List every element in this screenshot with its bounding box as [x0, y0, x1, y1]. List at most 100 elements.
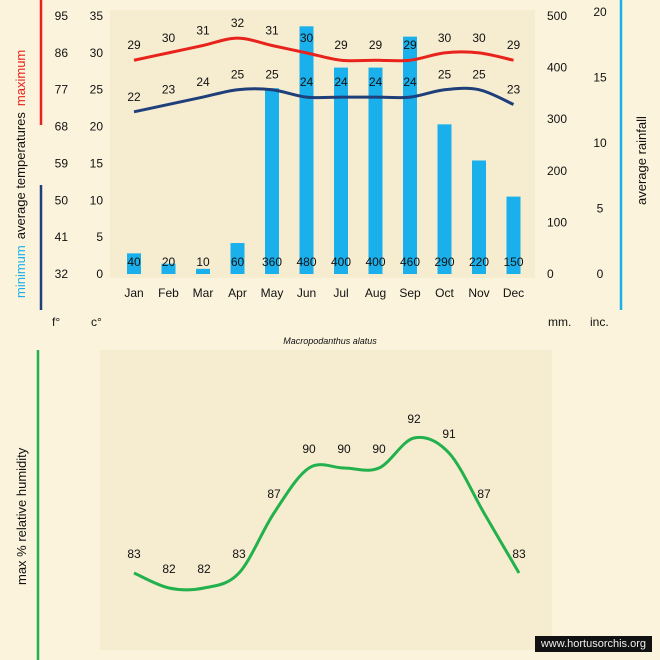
humidity-value-label: 82: [162, 562, 176, 576]
month-label: Apr: [228, 286, 247, 300]
rain-value-label: 400: [365, 255, 385, 269]
humidity-value-label: 83: [512, 547, 526, 561]
rain-bar: [472, 160, 486, 274]
min-temp-label: 24: [369, 75, 383, 89]
maximum-line: [133, 36, 514, 63]
rain-bar: [403, 36, 417, 274]
rain-value-label: 150: [503, 255, 523, 269]
rain-bar: [437, 124, 452, 274]
celsius-tick: 5: [96, 230, 103, 244]
mm-tick: 0: [547, 267, 554, 281]
axis-ticks: 9586776859504132353025201510505004003002…: [55, 5, 607, 300]
fahrenheit-tick: 32: [55, 267, 69, 281]
fahrenheit-tick: 50: [55, 193, 69, 207]
month-label: Dec: [503, 286, 524, 300]
rain-value-label: 460: [400, 255, 420, 269]
inch-tick: 10: [593, 136, 607, 150]
mm-tick: 300: [547, 112, 567, 126]
month-label: Oct: [435, 286, 454, 300]
max-temp-label: 29: [334, 38, 348, 52]
max-temp-label: 29: [127, 38, 141, 52]
avg-temp-label: average temperatures: [13, 112, 28, 240]
max-temp-label: 29: [403, 38, 417, 52]
month-label: Jun: [297, 286, 316, 300]
rain-value-label: 60: [231, 255, 245, 269]
max-temp-label: 31: [196, 23, 210, 37]
inches-unit: inc.: [590, 315, 609, 329]
rain-bar: [127, 253, 141, 274]
month-label: Jan: [124, 286, 143, 300]
rain-bar: [196, 268, 210, 274]
max-temp-label: 32: [231, 16, 245, 30]
humidity-value-label: 83: [232, 547, 246, 561]
min-temp-label: 23: [507, 82, 521, 96]
humidity-value-label: 91: [442, 427, 456, 441]
rain-bar: [161, 263, 176, 274]
humidity-value-label: 90: [372, 442, 386, 456]
max-temp-label: 31: [265, 23, 279, 37]
fahrenheit-tick: 86: [55, 46, 69, 60]
temperature-lines: [133, 36, 515, 114]
mm-unit: mm.: [548, 315, 571, 329]
data-labels: 29 30 31 32 31 30 29 29 29 30 30 29 22 23 24 25 25 24 24 24…: [127, 16, 524, 269]
max-temp-label: 30: [300, 31, 314, 45]
minimum-label: minimum: [13, 245, 28, 298]
top-plot-panel: [110, 10, 535, 278]
rain-value-label: 220: [469, 255, 489, 269]
min-temp-label: 22: [127, 90, 141, 104]
celsius-tick: 15: [90, 156, 104, 170]
min-temp-label: 25: [438, 68, 452, 82]
max-temp-label: 30: [438, 31, 452, 45]
month-label: Jul: [333, 286, 348, 300]
celsius-tick: 10: [90, 193, 104, 207]
rain-bar: [334, 67, 348, 274]
rain-value-label: 40: [127, 255, 141, 269]
max-temp-label: 30: [162, 31, 176, 45]
max-temp-label: 30: [472, 31, 486, 45]
fahrenheit-tick: 95: [55, 9, 69, 23]
humidity-value-label: 92: [407, 412, 421, 426]
maximum-label: maximum: [13, 50, 28, 106]
rain-bar: [299, 26, 314, 274]
max-temp-label: 29: [369, 38, 383, 52]
month-label: Sep: [399, 286, 421, 300]
min-temp-label: 23: [162, 82, 176, 96]
celsius-tick: 35: [90, 9, 104, 23]
humidity-value-label: 90: [302, 442, 316, 456]
min-temp-label: 25: [265, 68, 279, 82]
humidity-value-label: 87: [267, 487, 281, 501]
rain-bar: [230, 243, 245, 274]
fahrenheit-tick: 41: [55, 230, 69, 244]
rain-bar: [265, 88, 279, 275]
humidity-series: 83 82 82 83 87 90 90 90 92 91 87 83: [127, 412, 526, 592]
min-temp-label: 24: [334, 75, 348, 89]
inch-tick: 5: [597, 201, 604, 215]
month-label: Aug: [365, 286, 386, 300]
celsius-unit: c°: [91, 315, 102, 329]
humidity-value-label: 90: [337, 442, 351, 456]
rain-value-label: 10: [196, 255, 210, 269]
min-temp-label: 24: [196, 75, 210, 89]
rain-value-label: 480: [296, 255, 316, 269]
month-label: Nov: [468, 286, 489, 300]
month-label: Mar: [193, 286, 214, 300]
inch-tick: 15: [593, 70, 607, 84]
celsius-tick: 30: [90, 46, 104, 60]
mm-tick: 400: [547, 61, 567, 75]
celsius-tick: 0: [96, 267, 103, 281]
fahrenheit-unit: f°: [52, 315, 60, 329]
fahrenheit-tick: 59: [55, 156, 69, 170]
rain-value-label: 20: [162, 255, 176, 269]
credit-badge[interactable]: www.hortusorchis.org: [534, 636, 652, 652]
month-label: Feb: [158, 286, 179, 300]
rainfall-axis-title: average rainfall: [634, 116, 649, 205]
species-name: Macropodanthus alatus: [283, 336, 377, 346]
celsius-tick: 20: [90, 120, 104, 134]
mm-tick: 500: [547, 9, 567, 23]
month-label: May: [261, 286, 284, 300]
min-temp-label: 24: [403, 75, 417, 89]
humidity-line: [133, 435, 521, 592]
min-temp-label: 25: [472, 68, 486, 82]
